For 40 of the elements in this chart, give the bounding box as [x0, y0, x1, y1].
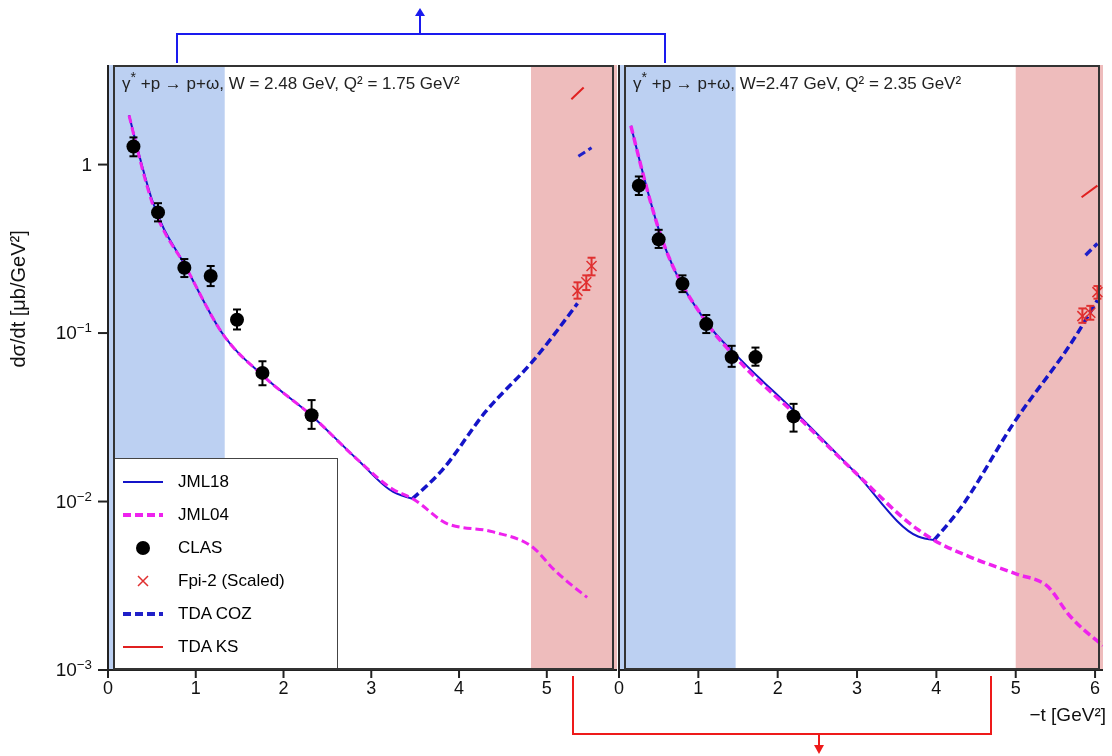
- x-tick-label: 5: [541, 678, 552, 698]
- point: [748, 350, 763, 365]
- x-tick-label: 0: [613, 678, 625, 698]
- point: [126, 139, 141, 154]
- legend-label: JML18: [178, 471, 230, 492]
- x-tick-label: 1: [693, 678, 704, 698]
- chart-title: γ$^{*}$ +p → p+ω, W=2.47 GeV, Q² = 2.35 GeV²: [633, 69, 962, 94]
- y-tick-label: 1: [81, 153, 92, 175]
- chart-title: γ$^{*}$ +p → p+ω, W = 2.48 GeV, Q² = 1.75 GeV²: [122, 69, 460, 94]
- point: [571, 285, 584, 297]
- point: [786, 409, 801, 424]
- legend-label: Fpi-2 (Scaled): [178, 570, 285, 591]
- point: [304, 408, 319, 423]
- y-tick-label: 10$^{−1}$: [55, 319, 92, 344]
- x-tick-label: 2: [772, 678, 783, 698]
- point: [255, 365, 270, 380]
- y-tick-label: 10$^{−3}$: [55, 656, 92, 680]
- legend-label: TDA COZ: [178, 603, 252, 624]
- legend-label: CLAS: [178, 537, 223, 558]
- x-tick-label: 3: [852, 678, 863, 698]
- point: [651, 232, 666, 247]
- legend-label: JML04: [178, 504, 230, 525]
- x-axis-title: −t [GeV²]: [1029, 704, 1106, 726]
- line-series: [127, 113, 589, 599]
- x-tick-label: 1: [190, 678, 201, 698]
- y-tick-label: 10$^{−2}$: [55, 488, 92, 512]
- point: [230, 312, 245, 327]
- x-tick-label: 4: [931, 678, 942, 698]
- point: [177, 260, 192, 275]
- x-tick-label: 5: [1010, 678, 1021, 698]
- x-tick-label: 3: [366, 678, 377, 698]
- legend-label: TDA KS: [178, 636, 239, 657]
- point: [203, 269, 218, 284]
- point: [699, 317, 714, 332]
- x-tick-label: 6: [1090, 678, 1101, 698]
- y-axis-title: dσ/dt [μb/GeV²]: [7, 230, 30, 368]
- x-tick-label: 4: [454, 678, 465, 698]
- point: [585, 260, 598, 272]
- x-tick-label: 0: [102, 678, 114, 698]
- x-tick-label: 2: [278, 678, 289, 698]
